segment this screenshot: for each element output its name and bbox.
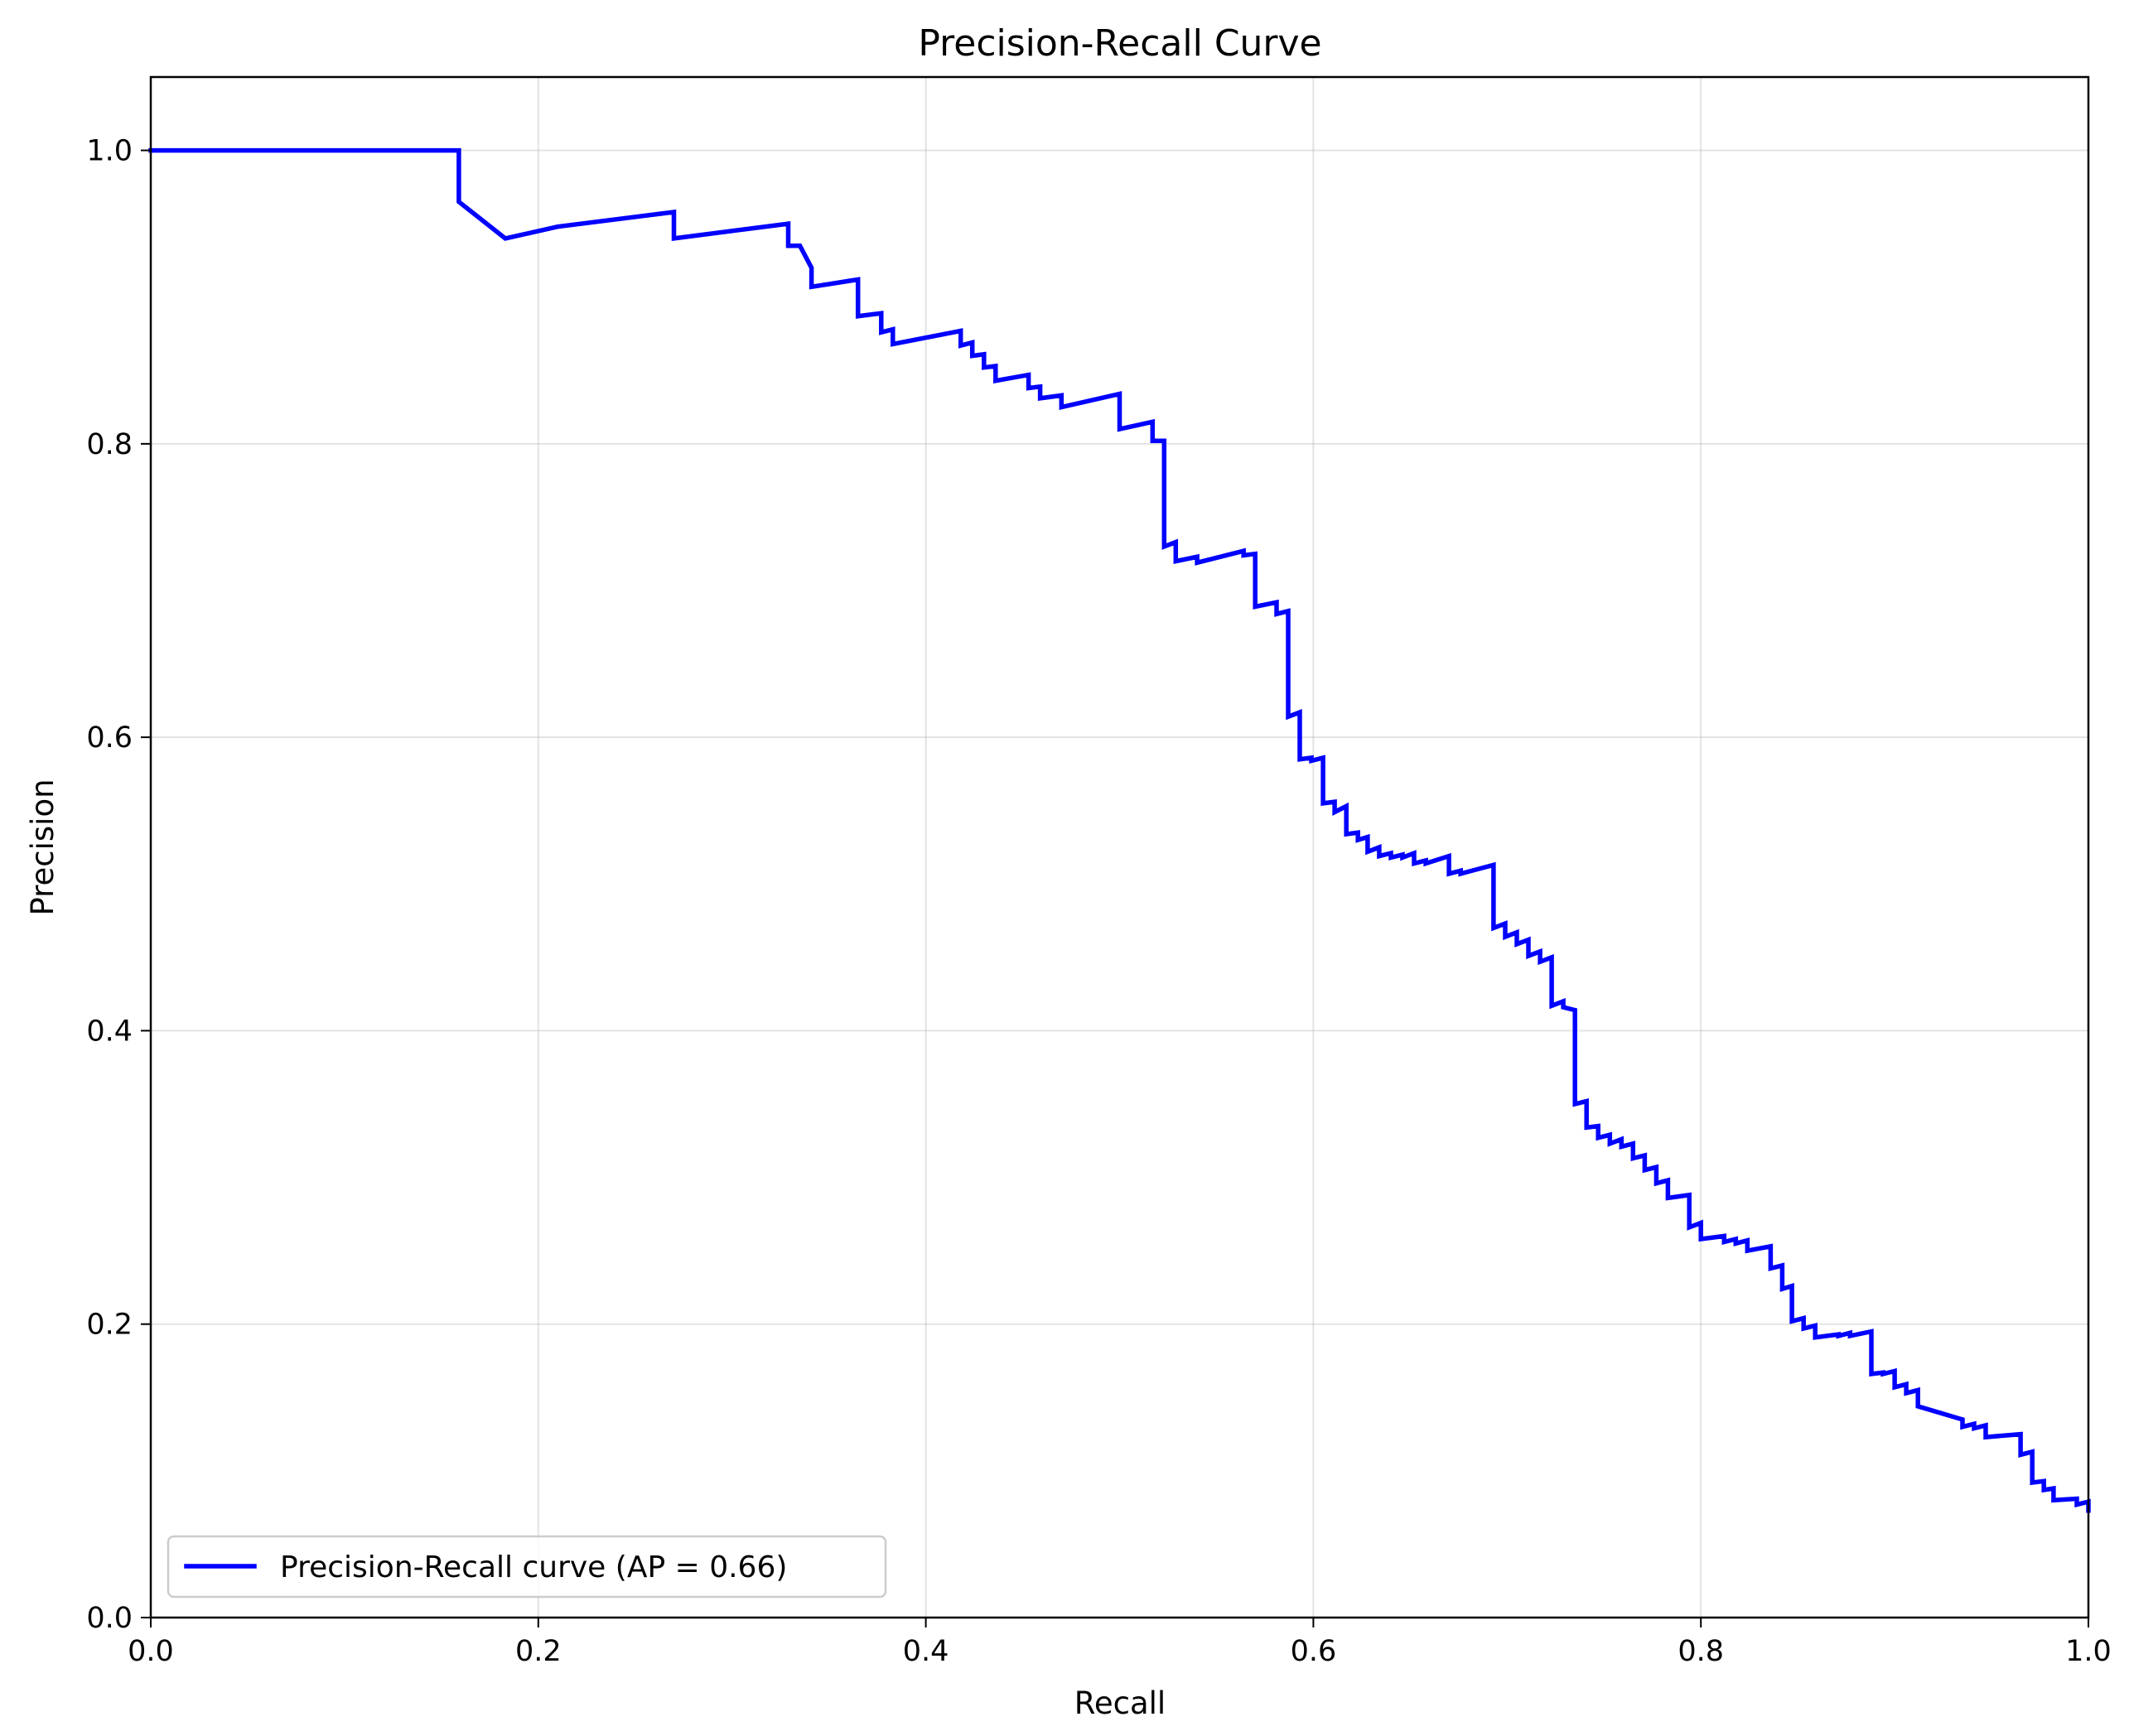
y-axis-title: Precision [25,779,60,915]
legend: Precision-Recall curve (AP = 0.66) [167,1535,887,1599]
grid-layer [151,77,2088,1618]
tick-layer: 0.0 0.2 0.4 0.6 0.8 1.0 0.0 0.2 0.4 0.6 0.8 1.0 [86,135,2112,1668]
x-tick-label-2: 0.4 [903,1635,949,1668]
y-tick-label-0: 0.0 [86,1602,133,1635]
x-tick-label-3: 0.6 [1291,1635,1337,1668]
y-tick-label-2: 0.4 [86,1015,133,1048]
y-tick-label-1: 0.2 [86,1309,133,1342]
y-tick-label-5: 1.0 [86,135,133,168]
legend-entry-label: Precision-Recall curve (AP = 0.66) [280,1550,787,1584]
y-tick-label-3: 0.6 [86,721,133,755]
chart-title: Precision-Recall Curve [918,22,1321,65]
x-axis-title: Recall [1074,1685,1166,1721]
x-tick-label-5: 1.0 [2065,1635,2112,1668]
legend-box [167,1535,887,1599]
x-tick-label-0: 0.0 [128,1635,174,1668]
x-tick-label-1: 0.2 [515,1635,562,1668]
x-tick-label-4: 0.8 [1678,1635,1724,1668]
plot-area-frame [149,75,2090,1619]
y-tick-label-4: 0.8 [86,428,133,461]
pr-curve-line-0 [148,147,2091,1513]
series-layer [148,147,2091,1513]
